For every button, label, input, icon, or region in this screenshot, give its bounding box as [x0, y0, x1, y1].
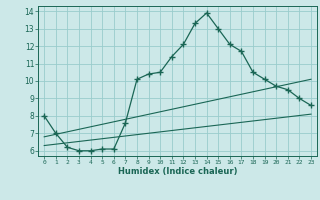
X-axis label: Humidex (Indice chaleur): Humidex (Indice chaleur): [118, 167, 237, 176]
